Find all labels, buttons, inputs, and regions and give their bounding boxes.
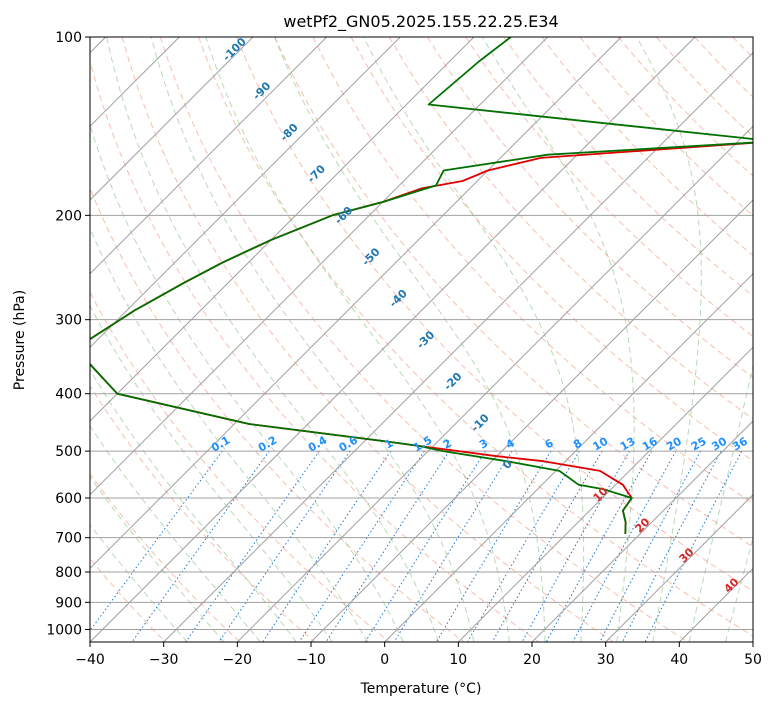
isotherm-line <box>605 493 753 642</box>
dry-adiabat-line <box>90 384 316 642</box>
dry-adiabat-line <box>121 37 614 642</box>
x-tick-label: −30 <box>149 652 179 668</box>
dewpoint-profile-line <box>90 37 753 535</box>
y-tick-label: 800 <box>55 565 82 581</box>
x-tick-label: −10 <box>296 652 326 668</box>
y-tick-label: 500 <box>55 444 82 460</box>
dry-adiabat-line <box>90 557 166 642</box>
dry-adiabat-line <box>388 37 753 420</box>
moist-adiabat-line <box>205 37 510 642</box>
moist-adiabat-line <box>363 37 585 642</box>
dry-adiabat-line <box>90 186 465 642</box>
x-axis-label: Temperature (°C) <box>360 681 482 697</box>
dry-adiabat-line <box>159 37 689 642</box>
x-axis: −40 −30 −20 −10 0 10 20 30 40 50 <box>75 642 762 668</box>
isotherm-line <box>90 37 328 275</box>
isotherm-line <box>90 37 696 642</box>
mixing-ratio-line <box>572 450 677 642</box>
y-tick-label: 400 <box>55 387 82 403</box>
y-tick-label: 1000 <box>46 622 82 638</box>
y-tick-label: 100 <box>55 30 82 46</box>
series-lines <box>90 37 753 535</box>
y-tick-label: 700 <box>55 531 82 547</box>
mixing-ratio-line <box>185 450 320 642</box>
mixing-ratio-line <box>599 450 701 642</box>
mixing-ratio-line <box>262 450 392 642</box>
moist-adiabat-line <box>725 537 753 642</box>
x-tick-label: 0 <box>380 652 389 668</box>
mixing-ratio-line <box>491 450 603 642</box>
isotherm-line <box>531 420 753 642</box>
x-tick-label: 20 <box>523 652 541 668</box>
dry-adiabat-line <box>90 59 540 642</box>
x-tick-label: 10 <box>449 652 467 668</box>
moist-adiabat-line <box>90 304 333 642</box>
moist-adiabat-line <box>90 523 188 642</box>
x-tick-label: −20 <box>223 652 253 668</box>
isotherm-line <box>90 37 475 422</box>
dry-adiabat-line <box>274 37 753 548</box>
moist-adiabat-line <box>90 424 261 642</box>
y-tick-label: 200 <box>55 208 82 224</box>
dry-adiabat-line <box>426 37 753 378</box>
moist-adiabat-line <box>150 37 475 642</box>
x-tick-label: −40 <box>75 652 105 668</box>
moist-adiabat-line <box>90 226 369 642</box>
x-tick-label: 30 <box>597 652 615 668</box>
plot-area <box>90 37 753 642</box>
moist-adiabat-line <box>106 37 439 642</box>
y-axis-label: Pressure (hPa) <box>12 290 28 390</box>
plot-frame <box>89 36 754 643</box>
y-tick-label: 300 <box>55 313 82 329</box>
isotherm-line <box>163 51 753 642</box>
y-tick-label: 900 <box>55 595 82 611</box>
mixing-ratio-line <box>218 450 351 642</box>
moist-adiabat-line <box>90 368 297 642</box>
x-tick-label: 50 <box>744 652 762 668</box>
isotherm-line <box>384 272 753 642</box>
mixing-ratio-line <box>621 450 722 642</box>
y-tick-label: 600 <box>55 491 82 507</box>
grid <box>90 37 753 642</box>
isotherm-line <box>90 37 622 570</box>
moist-adiabat-line <box>90 123 404 642</box>
isotherm-line <box>90 37 401 349</box>
mixing-ratio-line <box>644 450 743 642</box>
isotherm-line <box>90 37 549 496</box>
mixing-ratio-line <box>298 450 425 642</box>
chart-title: wetPf2_GN05.2025.155.22.25.E34 <box>283 12 558 32</box>
mixing-ratio-line <box>521 450 630 642</box>
mixing-ratio-line <box>90 450 223 632</box>
isotherm-line <box>457 346 753 642</box>
y-axis: 100 200 300 400 500 600 700 800 900 1000 <box>46 30 90 638</box>
moist-adiabat-line <box>636 37 702 642</box>
moist-adiabat-line <box>688 363 753 642</box>
isotherm-line <box>90 37 254 201</box>
x-tick-label: 40 <box>670 652 688 668</box>
moist-adiabat-line <box>274 37 546 642</box>
mixing-ratio-line <box>545 450 653 642</box>
isotherm-line <box>310 199 753 642</box>
